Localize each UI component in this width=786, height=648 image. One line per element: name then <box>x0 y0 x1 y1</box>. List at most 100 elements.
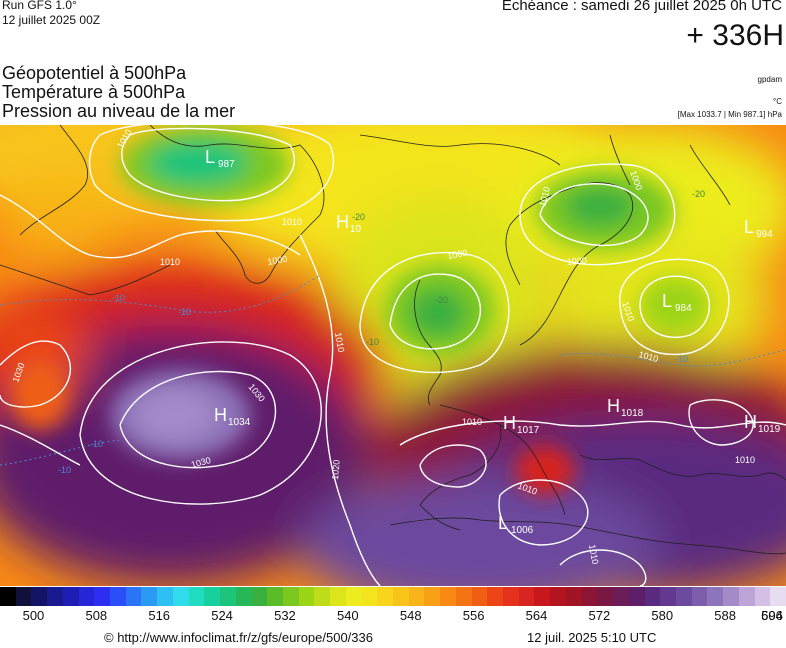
colorbar-tick-label: 556 <box>462 608 485 623</box>
colorbar-swatch <box>345 587 363 606</box>
colorbar-swatch <box>78 587 95 606</box>
pressure-center-value: 984 <box>675 303 692 314</box>
colorbar-swatch <box>172 587 190 606</box>
colorbar-swatch <box>267 587 284 606</box>
temperature-label: -20 <box>352 212 365 222</box>
pressure-center-value: 1006 <box>511 525 534 536</box>
pressure-center-letter: L <box>744 217 754 237</box>
colorbar-swatch <box>581 587 598 606</box>
colorbar-swatch <box>31 587 48 606</box>
colorbar-swatch <box>408 587 426 606</box>
footer-url: © http://www.infoclimat.fr/z/gfs/europe/… <box>104 630 373 645</box>
colorbar-tick-label: 588 <box>714 608 736 623</box>
coastlines <box>0 125 786 555</box>
pressure-center-letter: L <box>498 513 508 533</box>
colorbar-swatch <box>314 587 331 606</box>
colorbar-swatch <box>0 587 17 606</box>
colorbar-swatch <box>188 587 205 606</box>
colorbar-swatch <box>644 587 661 606</box>
temperature-label: -20 <box>692 189 705 199</box>
colorbar-tick-label: 516 <box>148 608 171 623</box>
colorbar-tick-label: 596 <box>761 608 783 623</box>
isobar-label: 1000 <box>447 248 468 261</box>
temperature-label: -10 <box>90 439 103 449</box>
isobar-label: 1020 <box>330 459 342 480</box>
colorbar-tick-label: 524 <box>211 608 233 623</box>
colorbar-swatch <box>393 587 410 606</box>
isobar-label: 1000 <box>566 255 587 267</box>
colorbar-swatch <box>220 587 237 606</box>
colorbar-swatch <box>487 587 504 606</box>
colorbar-swatch <box>613 587 630 606</box>
colorbar-swatch <box>424 587 441 606</box>
colorbar <box>0 587 786 607</box>
colorbar-swatch <box>691 587 708 606</box>
colorbar-swatch <box>141 587 158 606</box>
colorbar-swatch <box>282 587 300 606</box>
colorbar-swatch <box>251 587 268 606</box>
colorbar-tick-label: 580 <box>651 608 674 623</box>
colorbar-swatch <box>110 587 127 606</box>
colorbar-swatch <box>723 587 740 606</box>
colorbar-swatch <box>770 587 786 606</box>
pressure-center-value: 994 <box>756 229 773 240</box>
temperature-label: -10 <box>675 354 688 364</box>
colorbar-swatch <box>455 587 473 606</box>
colorbar-swatch <box>518 587 536 606</box>
colorbar-swatch <box>204 587 221 606</box>
colorbar-tick-label: 540 <box>336 608 359 623</box>
colorbar-swatch <box>298 587 315 606</box>
colorbar-swatch <box>157 587 174 606</box>
temperature-label: -10 <box>58 465 71 475</box>
pressure-center-letter: L <box>205 147 215 167</box>
colorbar-swatch <box>471 587 488 606</box>
temperature-label: -10 <box>112 293 125 303</box>
geopotential-cores <box>10 125 710 495</box>
unit-temperature: °C <box>773 97 782 106</box>
colorbar-tick-labels: 500 508 516 524 532 540 548 556 564 572 580 588 596 6… <box>0 608 786 626</box>
colorbar-tick-label: 508 <box>85 608 108 623</box>
pressure-center-letter: H <box>336 212 349 232</box>
pressure-center-letter: L <box>662 291 672 311</box>
colorbar-swatch <box>738 587 756 606</box>
pressure-center-value: 10 <box>350 224 362 235</box>
colorbar-tick-label: 500 <box>22 608 45 623</box>
isotherms <box>0 274 786 466</box>
colorbar-swatch <box>235 587 253 606</box>
colorbar-swatch <box>62 587 80 606</box>
isobar-label: 1010 <box>587 544 600 565</box>
colorbar-swatch <box>94 587 111 606</box>
lead-time: + 336H <box>686 19 784 52</box>
colorbar-swatch <box>707 587 724 606</box>
colorbar-swatch <box>47 587 64 606</box>
pressure-center-value: 1017 <box>517 425 540 436</box>
colorbar-swatch <box>565 587 583 606</box>
temperature-labels: -10 -10 -10 -10 -10 -20 -20 -20 -10 <box>58 189 705 475</box>
colorbar-swatch <box>330 587 347 606</box>
colorbar-swatch <box>534 587 551 606</box>
title-geopotential: Géopotentiel à 500hPa <box>2 63 187 83</box>
colorbar-swatch <box>440 587 457 606</box>
colorbar-tick-label: 564 <box>525 608 548 623</box>
colorbar-swatch <box>597 587 614 606</box>
colorbar-tick-label: 548 <box>399 608 422 623</box>
temperature-label: -10 <box>178 307 191 317</box>
isobar-label: 1010 <box>160 257 180 267</box>
colorbar-swatch <box>675 587 693 606</box>
colorbar-tick-label: 532 <box>274 608 296 623</box>
pressure-center-value: 1034 <box>228 417 251 428</box>
isobar-label: 1010 <box>333 332 346 353</box>
weather-map: L 987 H 10 L 994 L 984 H 1034 H 1018 H 1… <box>0 125 786 586</box>
pressure-center-value: 1019 <box>758 424 781 435</box>
temperature-label: -20 <box>435 295 448 305</box>
isobar-label: 1010 <box>282 217 302 227</box>
pressure-range: [Max 1033.7 | Min 987.1] hPa <box>677 110 782 119</box>
geopotential-field <box>0 125 786 586</box>
colorbar-tick-label: 604 <box>761 608 783 623</box>
unit-geopotential: gpdam <box>757 75 782 84</box>
pressure-center-letter: H <box>503 413 516 433</box>
title-pressure: Pression au niveau de la mer <box>2 101 236 121</box>
pressure-center-letter: H <box>744 412 757 432</box>
colorbar-swatch <box>15 587 33 606</box>
colorbar-swatch <box>628 587 646 606</box>
